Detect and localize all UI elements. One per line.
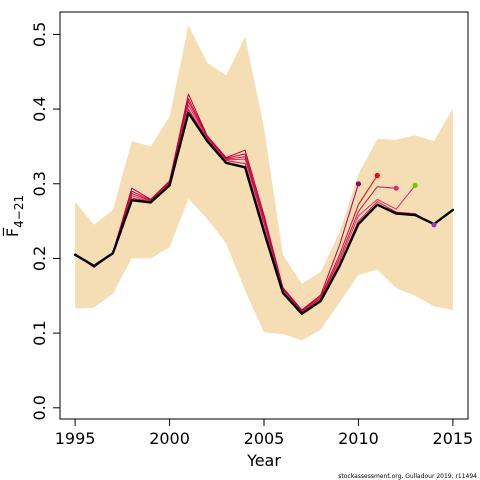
end-marker-layer (355, 172, 437, 228)
series-line-retro-4 (74, 98, 378, 312)
y-axis: 0.0 0.1 0.2 0.3 0.4 0.5 (30, 22, 60, 421)
end-marker-2 (393, 185, 399, 191)
end-marker-0 (355, 181, 361, 187)
series-layer (73, 93, 455, 315)
x-tick-label: 1995 (55, 429, 96, 448)
y-tick-label: 0.2 (30, 246, 49, 271)
y-tick-label: 0.0 (30, 395, 49, 420)
end-marker-1 (374, 172, 380, 179)
series-line-retro-2 (74, 104, 416, 313)
svg-text:F̅4−21: F̅4−21 (3, 195, 26, 237)
y-axis-title-subscript: 4−21 (12, 195, 26, 228)
end-marker-3 (412, 182, 418, 188)
x-tick-label: 2005 (244, 429, 285, 448)
x-axis-title: Year (246, 451, 281, 470)
y-tick-label: 0.3 (30, 171, 49, 196)
x-tick-label: 2000 (149, 429, 190, 448)
series-line-retro-3 (74, 101, 397, 312)
series-line-retro-5 (74, 93, 359, 311)
credit-text: stockassessment.org, Gulladour 2019, r11… (338, 473, 477, 480)
confidence-band (75, 25, 453, 341)
x-axis: 1995 2000 2005 2010 2015 (55, 419, 473, 448)
x-tick-label: 2015 (433, 429, 474, 448)
confidence-band-layer (75, 25, 453, 341)
end-marker-4 (431, 222, 437, 228)
y-tick-label: 0.5 (30, 22, 49, 47)
y-tick-label: 0.4 (30, 96, 49, 121)
y-axis-title: F̅4−21 (3, 195, 26, 237)
y-axis-title-main: F̅ (3, 227, 22, 237)
x-tick-label: 2010 (338, 429, 379, 448)
y-tick-label: 0.1 (30, 320, 49, 345)
series-line-main (73, 111, 455, 315)
